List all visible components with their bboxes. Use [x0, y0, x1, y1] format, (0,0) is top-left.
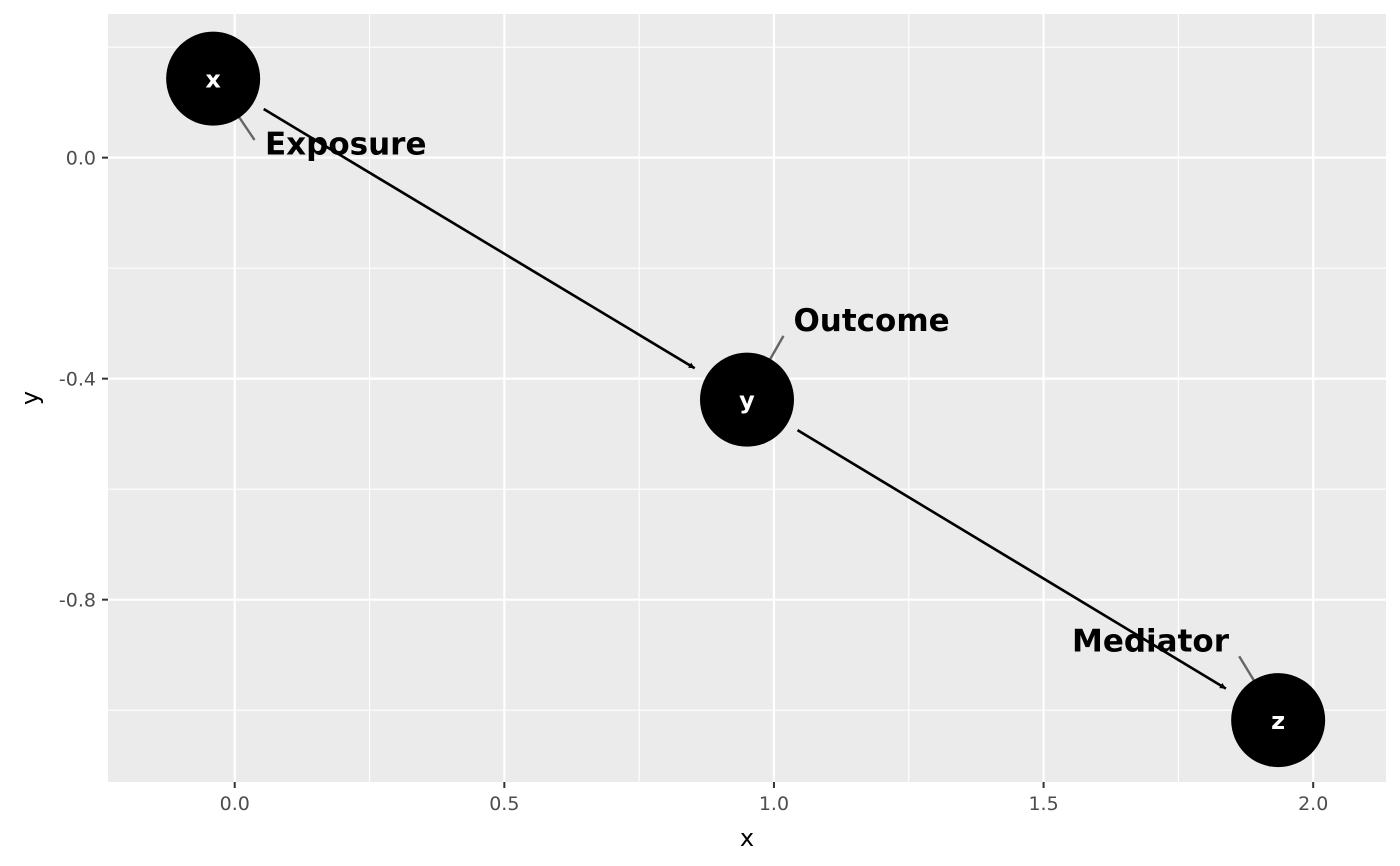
node-label-x: Exposure — [265, 127, 427, 163]
y-tick-label: -0.8 — [59, 590, 96, 612]
node-z — [1231, 673, 1326, 768]
node-x — [166, 31, 261, 126]
x-tick-label: 2.0 — [1298, 793, 1328, 815]
x-tick-label: 0.5 — [489, 793, 519, 815]
node-y-name: y — [739, 387, 755, 415]
x-tick-label: 0.0 — [220, 793, 250, 815]
node-y — [700, 352, 794, 447]
node-label-z: Mediator — [1072, 623, 1230, 659]
x-axis-title: x — [740, 824, 754, 852]
y-tick-label: -0.4 — [59, 369, 96, 391]
y-axis: 0.0 -0.4 -0.8 — [59, 148, 108, 612]
x-axis: 0.0 0.5 1.0 1.5 2.0 — [220, 782, 1328, 815]
minor-gridlines — [108, 14, 1386, 782]
node-z-name: z — [1271, 707, 1285, 735]
dag-nodes: x y z — [166, 31, 1326, 768]
y-tick-label: 0.0 — [66, 148, 96, 170]
dag-edges — [263, 107, 1227, 690]
edge-y-z — [796, 429, 1227, 690]
y-axis-title: y — [16, 391, 44, 405]
x-tick-label: 1.5 — [1028, 793, 1058, 815]
node-label-y: Outcome — [793, 303, 949, 339]
x-tick-label: 1.0 — [759, 793, 789, 815]
node-labels: Exposure Outcome Mediator — [265, 127, 1230, 660]
edge-x-y — [263, 107, 696, 370]
node-x-name: x — [205, 66, 221, 94]
